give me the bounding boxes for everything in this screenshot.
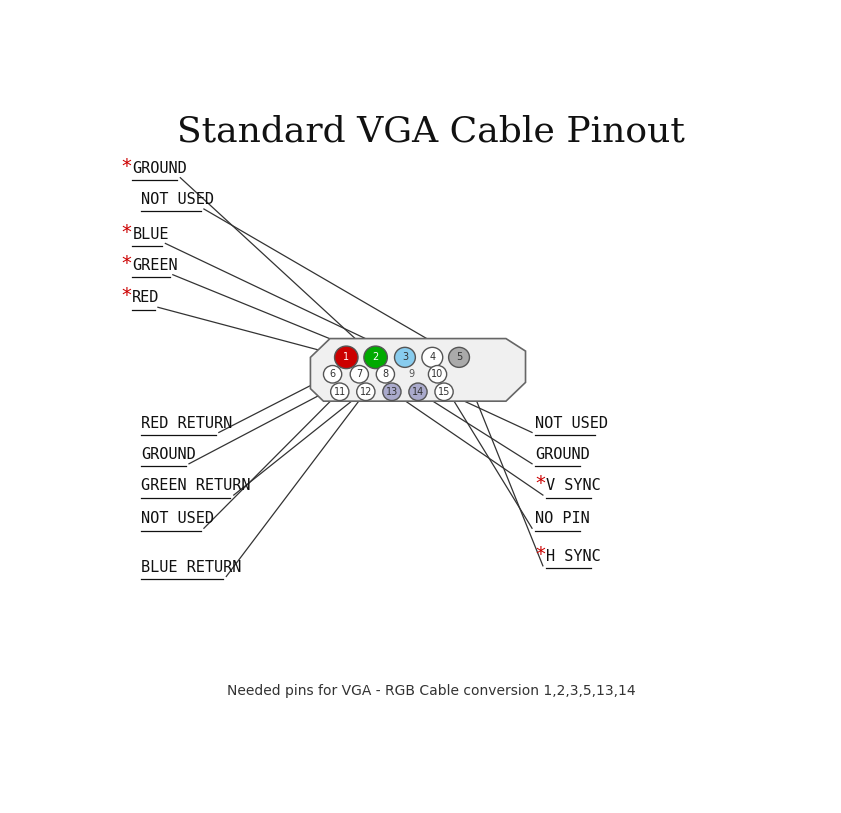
Text: NOT USED: NOT USED bbox=[141, 511, 214, 526]
Text: 11: 11 bbox=[334, 387, 346, 397]
Text: *: * bbox=[121, 223, 131, 241]
Circle shape bbox=[376, 366, 394, 383]
Circle shape bbox=[394, 347, 415, 367]
Text: GROUND: GROUND bbox=[141, 447, 196, 462]
Text: *: * bbox=[535, 545, 545, 564]
Text: GREEN RETURN: GREEN RETURN bbox=[141, 478, 251, 493]
Text: NOT USED: NOT USED bbox=[141, 192, 214, 207]
Text: BLUE: BLUE bbox=[132, 227, 169, 241]
Text: 13: 13 bbox=[386, 387, 398, 397]
Text: RED RETURN: RED RETURN bbox=[141, 415, 232, 431]
Circle shape bbox=[448, 347, 469, 367]
Circle shape bbox=[335, 346, 358, 368]
Text: *: * bbox=[121, 286, 131, 306]
Text: 4: 4 bbox=[429, 352, 436, 363]
Text: *: * bbox=[121, 254, 131, 273]
Text: GROUND: GROUND bbox=[535, 447, 590, 462]
Circle shape bbox=[331, 383, 349, 401]
Text: 3: 3 bbox=[402, 352, 408, 363]
Text: Standard VGA Cable Pinout: Standard VGA Cable Pinout bbox=[177, 115, 685, 149]
Text: 7: 7 bbox=[357, 369, 362, 379]
Text: 8: 8 bbox=[383, 369, 389, 379]
Text: 12: 12 bbox=[360, 387, 372, 397]
Text: V SYNC: V SYNC bbox=[546, 478, 601, 493]
Circle shape bbox=[428, 366, 447, 383]
Text: 15: 15 bbox=[438, 387, 450, 397]
Text: *: * bbox=[535, 474, 545, 493]
Text: *: * bbox=[121, 157, 131, 176]
Polygon shape bbox=[310, 338, 526, 401]
Text: 6: 6 bbox=[330, 369, 336, 379]
Text: NOT USED: NOT USED bbox=[535, 415, 608, 431]
Circle shape bbox=[409, 383, 427, 401]
Circle shape bbox=[383, 383, 401, 401]
Text: 1: 1 bbox=[343, 352, 349, 363]
Text: 9: 9 bbox=[409, 369, 415, 379]
Circle shape bbox=[350, 366, 368, 383]
Text: GREEN: GREEN bbox=[132, 258, 178, 273]
Circle shape bbox=[435, 383, 453, 401]
Circle shape bbox=[324, 366, 341, 383]
Text: H SYNC: H SYNC bbox=[546, 549, 601, 564]
Text: 14: 14 bbox=[412, 387, 424, 397]
Text: 2: 2 bbox=[373, 352, 378, 363]
Circle shape bbox=[422, 347, 442, 367]
Circle shape bbox=[364, 346, 388, 368]
Text: NO PIN: NO PIN bbox=[535, 511, 590, 526]
Circle shape bbox=[357, 383, 375, 401]
Text: 10: 10 bbox=[431, 369, 444, 379]
Text: GROUND: GROUND bbox=[132, 161, 187, 176]
Text: RED: RED bbox=[132, 290, 160, 306]
Text: Needed pins for VGA - RGB Cable conversion 1,2,3,5,13,14: Needed pins for VGA - RGB Cable conversi… bbox=[227, 684, 635, 698]
Text: 5: 5 bbox=[456, 352, 463, 363]
Text: BLUE RETURN: BLUE RETURN bbox=[141, 559, 241, 575]
